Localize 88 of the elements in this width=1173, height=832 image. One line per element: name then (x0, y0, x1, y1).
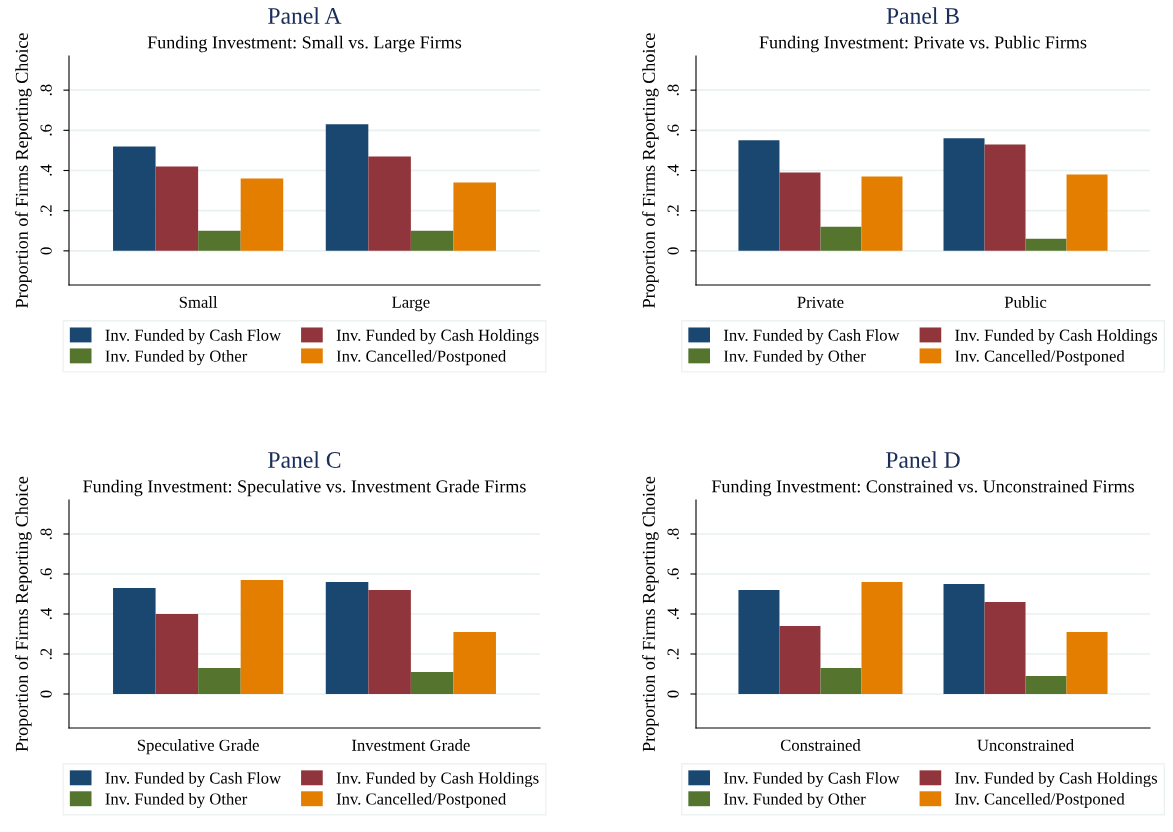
bar (410, 230, 454, 251)
chart-title: Panel C (268, 451, 341, 468)
bar (113, 588, 156, 694)
chart-title: Panel A (268, 7, 342, 24)
y-tick-label: .6 (667, 568, 679, 580)
y-tick-label: .4 (40, 608, 52, 620)
legend-label: Inv. Funded by Other (105, 350, 248, 366)
bar (368, 156, 411, 251)
bar (198, 668, 241, 694)
legend-label: Inv. Funded by Cash Flow (105, 771, 281, 788)
chart-subtitle: Funding Investment: Small vs. Large Firms (147, 35, 462, 53)
legend-label: Inv. Cancelled/Postponed (955, 350, 1125, 366)
y-tick-label: 0 (40, 690, 52, 698)
legend-label: Inv. Funded by Cash Flow (723, 771, 900, 788)
y-tick-label: .2 (40, 205, 52, 216)
legend-label: Inv. Funded by Other (723, 792, 866, 809)
legend-label: Inv. Funded by Cash Holdings (955, 771, 1158, 788)
x-tick-label: Unconstrained (977, 739, 1074, 751)
bar (820, 668, 862, 694)
chart-title: Panel B (886, 7, 959, 24)
legend-label: Inv. Funded by Other (723, 350, 866, 366)
bar (410, 672, 454, 694)
bar (113, 146, 156, 251)
y-tick-label: 0 (40, 247, 52, 255)
y-tick-label: 0 (667, 690, 679, 698)
x-tick-label: Constrained (780, 739, 861, 751)
x-tick-label: Investment Grade (352, 739, 470, 751)
bar (368, 590, 411, 694)
bar (453, 632, 496, 694)
legend-label: Inv. Funded by Cash Flow (723, 329, 900, 345)
bar (155, 166, 199, 251)
bar (1066, 174, 1108, 251)
bar (779, 172, 821, 251)
legend-label: Inv. Cancelled/Postponed (336, 350, 507, 366)
legend-label: Inv. Funded by Cash Holdings (955, 329, 1158, 345)
legend-label: Inv. Funded by Cash Holdings (336, 771, 539, 788)
x-tick-label: Large (392, 296, 430, 312)
bar (943, 584, 985, 694)
bar (820, 226, 862, 251)
y-tick-label: .4 (667, 164, 679, 176)
y-axis-title: Proportion of Firms Reporting Choice (15, 476, 32, 752)
y-axis-title: Proportion of Firms Reporting Choice (642, 33, 659, 308)
bar (325, 582, 369, 694)
y-tick-label: .6 (40, 568, 52, 580)
chart-subtitle: Funding Investment: Speculative vs. Investment Grade Firms (83, 479, 526, 497)
legend-label: Inv. Cancelled/Postponed (955, 792, 1125, 809)
chart-subtitle: Funding Investment: Private vs. Public Firms (759, 35, 1087, 53)
bar (943, 138, 985, 251)
bar (1025, 676, 1067, 694)
chart-subtitle: Funding Investment: Constrained vs. Unconstrained Firms (711, 479, 1134, 497)
legend-label: Inv. Cancelled/Postponed (336, 792, 507, 809)
bar (198, 230, 241, 251)
x-tick-label: Speculative Grade (137, 739, 259, 755)
bar (738, 590, 780, 694)
chart-title: Panel D (885, 451, 960, 468)
bar (155, 614, 199, 694)
y-tick-label: .2 (667, 205, 679, 216)
y-tick-label: .2 (40, 648, 52, 660)
x-tick-label: Private (797, 296, 844, 308)
y-tick-label: 0 (667, 247, 679, 255)
y-axis-title: Proportion of Firms Reporting Choice (15, 33, 32, 308)
bar (1066, 632, 1108, 694)
bar (779, 626, 821, 694)
legend-label: Inv. Funded by Cash Holdings (336, 329, 539, 345)
bar (240, 178, 284, 251)
y-tick-label: .8 (667, 528, 679, 540)
x-tick-label: Public (1004, 296, 1047, 308)
y-tick-label: .4 (40, 164, 52, 176)
legend-label: Inv. Funded by Cash Flow (105, 329, 281, 345)
y-tick-label: .8 (667, 84, 679, 96)
legend-label: Inv. Funded by Other (105, 792, 248, 809)
x-tick-label: Small (179, 296, 218, 308)
bar (984, 602, 1026, 694)
y-tick-label: .6 (667, 124, 679, 136)
bar (984, 144, 1026, 251)
bar (240, 580, 284, 694)
bar (861, 176, 903, 251)
bar (738, 140, 780, 251)
bar (1025, 238, 1067, 251)
y-tick-label: .8 (40, 528, 52, 540)
y-tick-label: .8 (40, 84, 52, 96)
bar (453, 182, 496, 251)
y-tick-label: .6 (40, 124, 52, 136)
bar (325, 124, 369, 251)
y-axis-title: Proportion of Firms Reporting Choice (642, 476, 659, 752)
y-tick-label: .4 (667, 608, 679, 620)
bar (861, 582, 903, 694)
y-tick-label: .2 (667, 648, 679, 660)
